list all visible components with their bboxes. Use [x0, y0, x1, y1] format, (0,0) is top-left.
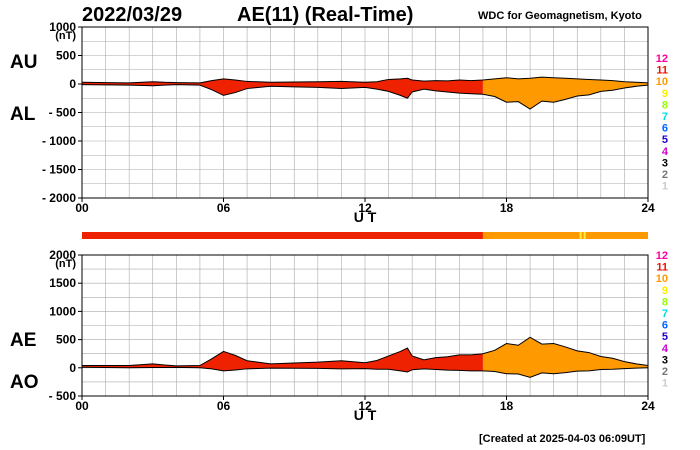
- station-scale-1: 1: [662, 378, 668, 390]
- source-label: WDC for Geomagnetism, Kyoto: [478, 10, 642, 22]
- y-tick-label: - 1500: [42, 163, 76, 177]
- y-tick-label: - 500: [49, 106, 77, 120]
- y-tick-label: 1000: [49, 304, 76, 318]
- area-10-stations: [482, 77, 648, 110]
- created-timestamp: [Created at 2025-04-03 06:09UT]: [479, 433, 646, 445]
- station-scale-4: 4: [662, 343, 669, 355]
- station-scale-8: 8: [662, 99, 668, 111]
- station-scale-12: 12: [656, 250, 668, 262]
- station-scale-9: 9: [662, 88, 668, 100]
- y-tick-label: 0: [69, 361, 76, 375]
- au-al-panel: 1000 500 0 - 500 - 1000 - 1500 - 2000 (nT) 00 06 1…: [42, 20, 655, 225]
- x-tick-label: 12: [358, 201, 372, 215]
- x-tick-label: 06: [217, 201, 231, 215]
- series-au-line: [81, 76, 649, 84]
- station-scale-4: 4: [662, 146, 669, 158]
- ao-label: AO: [10, 372, 39, 393]
- x-tick-label: 06: [217, 399, 231, 413]
- station-scale-2: 2: [662, 169, 668, 181]
- y-tick-label: 2000: [49, 248, 76, 262]
- station-scale-12: 12: [656, 53, 668, 65]
- y-tick-label: - 500: [49, 389, 77, 403]
- series-ao-line: [81, 366, 649, 378]
- y-tick-label: - 1000: [42, 134, 76, 148]
- date-title: 2022/03/29: [82, 4, 183, 26]
- station-bar-segment-10: [482, 232, 648, 239]
- series-al-line: [81, 84, 649, 110]
- x-axis-label: U T: [354, 209, 377, 225]
- y-tick-label: 500: [56, 49, 76, 63]
- area-11-stations: [82, 78, 483, 99]
- station-scale-10: 10: [656, 76, 668, 88]
- station-scale-7: 7: [662, 111, 668, 123]
- au-label: AU: [10, 52, 38, 73]
- station-scale-2: 2: [662, 366, 668, 378]
- y-tick-label: 1500: [49, 276, 76, 290]
- y-tick-label: - 2000: [42, 191, 76, 205]
- x-tick-label: 24: [641, 201, 655, 215]
- ae-ao-panel: 2000 1500 1000 500 0 - 500 (nT) 00 06 12 18 24 U T: [49, 248, 655, 423]
- station-scale-11: 11: [656, 262, 668, 274]
- ae-label: AE: [10, 330, 37, 351]
- station-scale-10: 10: [656, 273, 668, 285]
- station-scale-5: 5: [662, 134, 668, 146]
- station-scale-8: 8: [662, 296, 668, 308]
- y-tick-label: 1000: [49, 20, 76, 34]
- y-tick-label: 500: [56, 333, 76, 347]
- x-tick-label: 24: [641, 399, 655, 413]
- y-axis-label: (nT): [55, 30, 76, 42]
- x-tick-label: 00: [75, 201, 89, 215]
- station-bar-segment-11: [82, 232, 483, 239]
- station-bar-marker: [579, 232, 582, 239]
- station-scale-5: 5: [662, 331, 668, 343]
- y-axis-label: (nT): [55, 258, 76, 270]
- y-tick-label: 0: [69, 77, 76, 91]
- station-scale-9: 9: [662, 285, 668, 297]
- station-scale-1: 1: [662, 181, 668, 193]
- al-label: AL: [10, 104, 36, 125]
- station-count-bar-segments: [82, 232, 648, 239]
- x-tick-label: 18: [500, 399, 514, 413]
- station-scale-6: 6: [662, 320, 668, 332]
- series-ae-line: [82, 336, 649, 367]
- index-title: AE(11) (Real-Time): [237, 4, 414, 26]
- x-tick-label: 12: [358, 399, 372, 413]
- x-tick-label: 18: [500, 201, 514, 215]
- station-scale-7: 7: [662, 308, 668, 320]
- x-tick-label: 00: [75, 399, 89, 413]
- x-axis-label: U T: [354, 407, 377, 423]
- station-scale-11: 11: [656, 65, 668, 77]
- area-10-stations: [482, 337, 648, 378]
- station-scale-3: 3: [662, 157, 668, 169]
- station-scale-3: 3: [662, 354, 668, 366]
- station-bar-marker: [583, 232, 586, 239]
- station-scale-6: 6: [662, 123, 668, 135]
